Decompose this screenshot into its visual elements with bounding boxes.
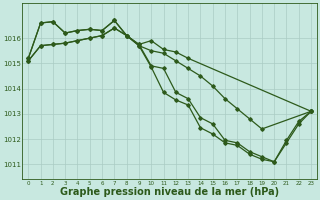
X-axis label: Graphe pression niveau de la mer (hPa): Graphe pression niveau de la mer (hPa): [60, 187, 279, 197]
